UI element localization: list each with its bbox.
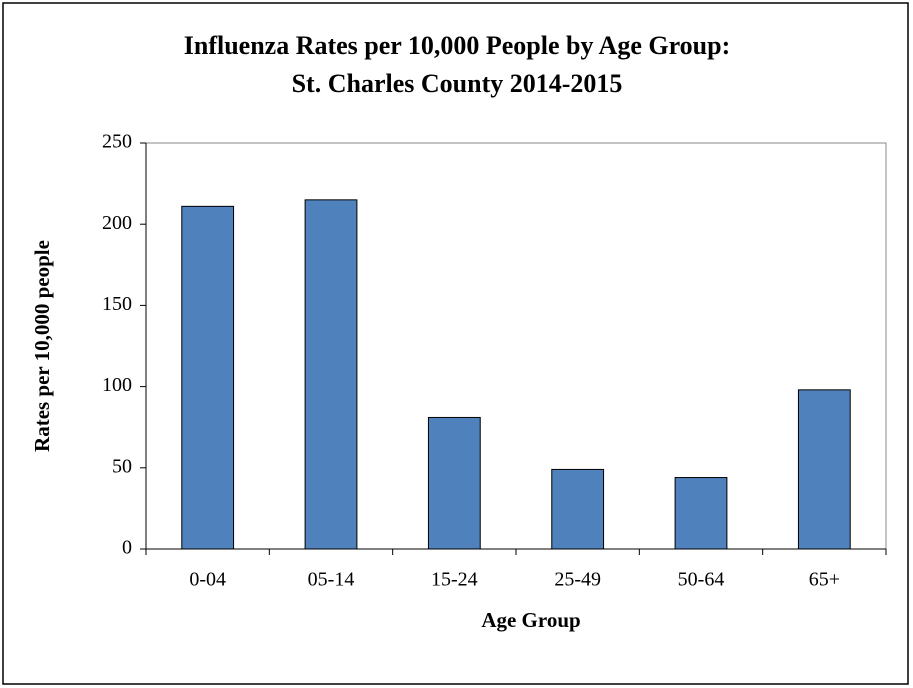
x-axis-label: Age Group: [481, 608, 580, 632]
x-tick-label: 15-24: [431, 569, 478, 591]
y-tick-label: 250: [102, 131, 132, 153]
chart-title: Influenza Rates per 10,000 People by Age…: [184, 31, 730, 60]
bar: [181, 205, 235, 550]
y-tick-label: 200: [102, 212, 132, 234]
bar: [674, 477, 728, 550]
chart-title: St. Charles County 2014-2015: [292, 69, 623, 98]
y-tick-label: 50: [112, 455, 132, 477]
bar: [797, 389, 851, 550]
y-tick-label: 100: [102, 374, 132, 396]
x-tick-label: 25-49: [554, 569, 601, 591]
y-tick-label: 0: [122, 537, 132, 559]
x-tick-label: 65+: [809, 569, 840, 591]
bar: [427, 416, 481, 550]
x-tick-label: 50-64: [678, 569, 725, 591]
bar: [304, 199, 358, 550]
y-axis-label: Rates per 10,000 people: [30, 240, 54, 452]
bar: [551, 468, 605, 550]
x-tick-label: 0-04: [189, 569, 226, 591]
x-tick-label: 05-14: [308, 569, 355, 591]
y-tick-label: 150: [102, 293, 132, 315]
